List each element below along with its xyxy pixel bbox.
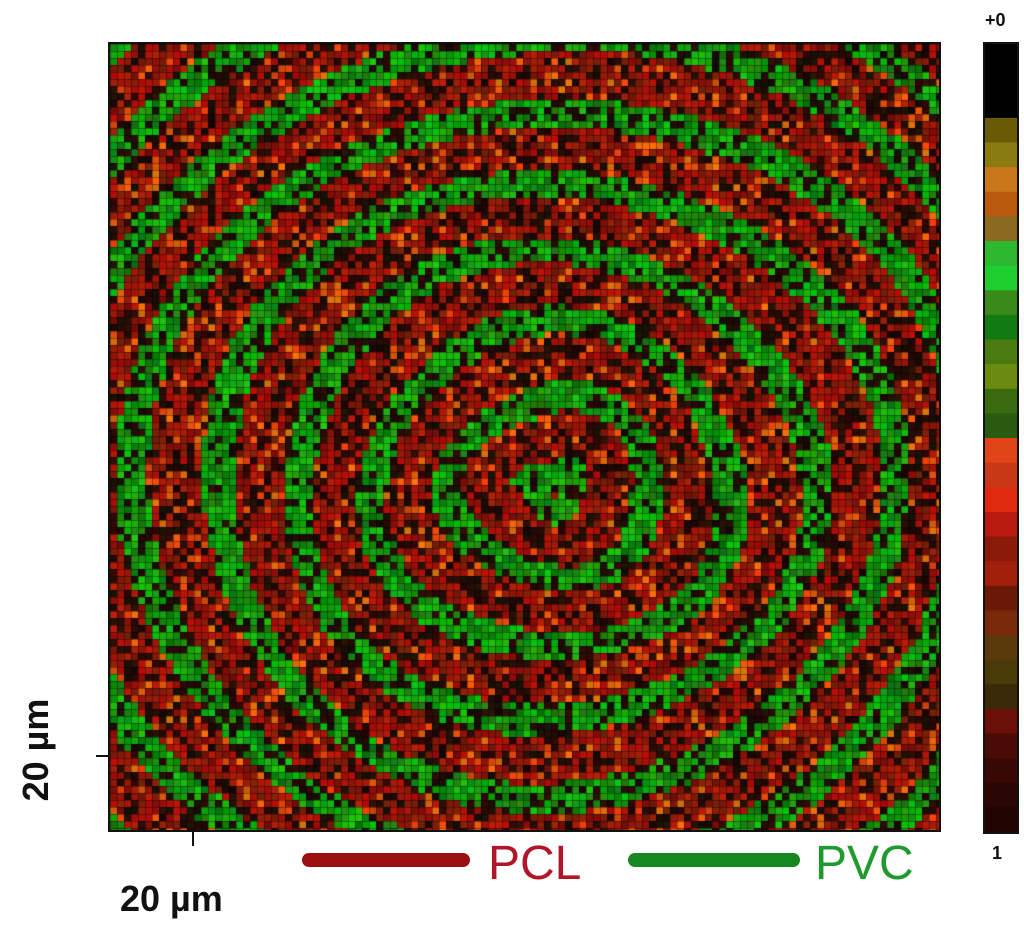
colorbar: [983, 42, 1019, 834]
colorbar-segment: [985, 339, 1017, 365]
colorbar-segment: [985, 733, 1017, 759]
colorbar-segment: [985, 708, 1017, 735]
colorbar-segment: [985, 388, 1017, 414]
colorbar-segment: [985, 167, 1017, 193]
colorbar-segment: [985, 684, 1017, 710]
colorbar-min-label: 1: [992, 843, 1003, 863]
legend-pvc-label: PVC: [815, 837, 914, 890]
colorbar-segment: [985, 635, 1017, 661]
colorbar-segment: [985, 142, 1017, 168]
colorbar-segment: [985, 659, 1017, 685]
x-scale-bar-label: 20 µm: [120, 878, 223, 919]
chemical-map-image: [108, 42, 941, 832]
colorbar-segment: [985, 265, 1017, 291]
legend-pvc-swatch: [628, 853, 800, 867]
colorbar-segment: [985, 487, 1017, 513]
colorbar-segment: [985, 462, 1017, 488]
colorbar-segment: [985, 117, 1017, 144]
y-scale-tick: [96, 755, 110, 757]
colorbar-segment: [985, 364, 1017, 390]
pcl-pvc-ring-map: [110, 44, 939, 830]
colorbar-max-label: +0: [985, 10, 1006, 30]
colorbar-segment: [985, 44, 1017, 70]
colorbar-segment: [985, 511, 1017, 538]
y-scale-bar-label: 20 µm: [15, 698, 56, 802]
colorbar-segment: [985, 93, 1017, 119]
colorbar-segment: [985, 536, 1017, 562]
colorbar-segment: [985, 758, 1017, 784]
colorbar-segment: [985, 216, 1017, 242]
colorbar-segment: [985, 241, 1017, 267]
colorbar-segment: [985, 413, 1017, 439]
colorbar-segment: [985, 782, 1017, 808]
colorbar-segment: [985, 290, 1017, 316]
x-scale-tick: [192, 832, 194, 846]
colorbar-segment: [985, 561, 1017, 587]
legend-pcl-swatch: [302, 853, 470, 867]
colorbar-segment: [985, 68, 1017, 94]
colorbar-segment: [985, 191, 1017, 217]
colorbar-segment: [985, 610, 1017, 636]
colorbar-segment: [985, 438, 1017, 464]
colorbar-segment: [985, 314, 1017, 341]
colorbar-segment: [985, 807, 1017, 832]
colorbar-segment: [985, 585, 1017, 611]
legend-pcl-label: PCL: [488, 837, 582, 890]
